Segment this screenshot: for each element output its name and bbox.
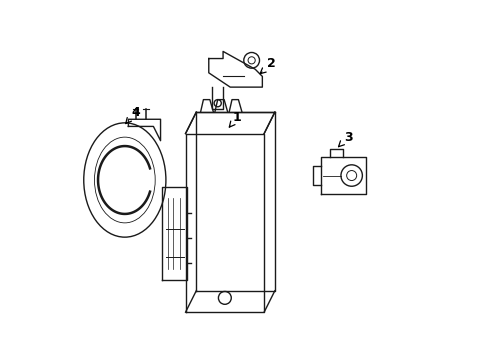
Text: 3: 3 <box>338 131 352 147</box>
Text: 4: 4 <box>125 105 140 123</box>
Text: 1: 1 <box>229 111 241 127</box>
Text: 2: 2 <box>260 57 275 74</box>
